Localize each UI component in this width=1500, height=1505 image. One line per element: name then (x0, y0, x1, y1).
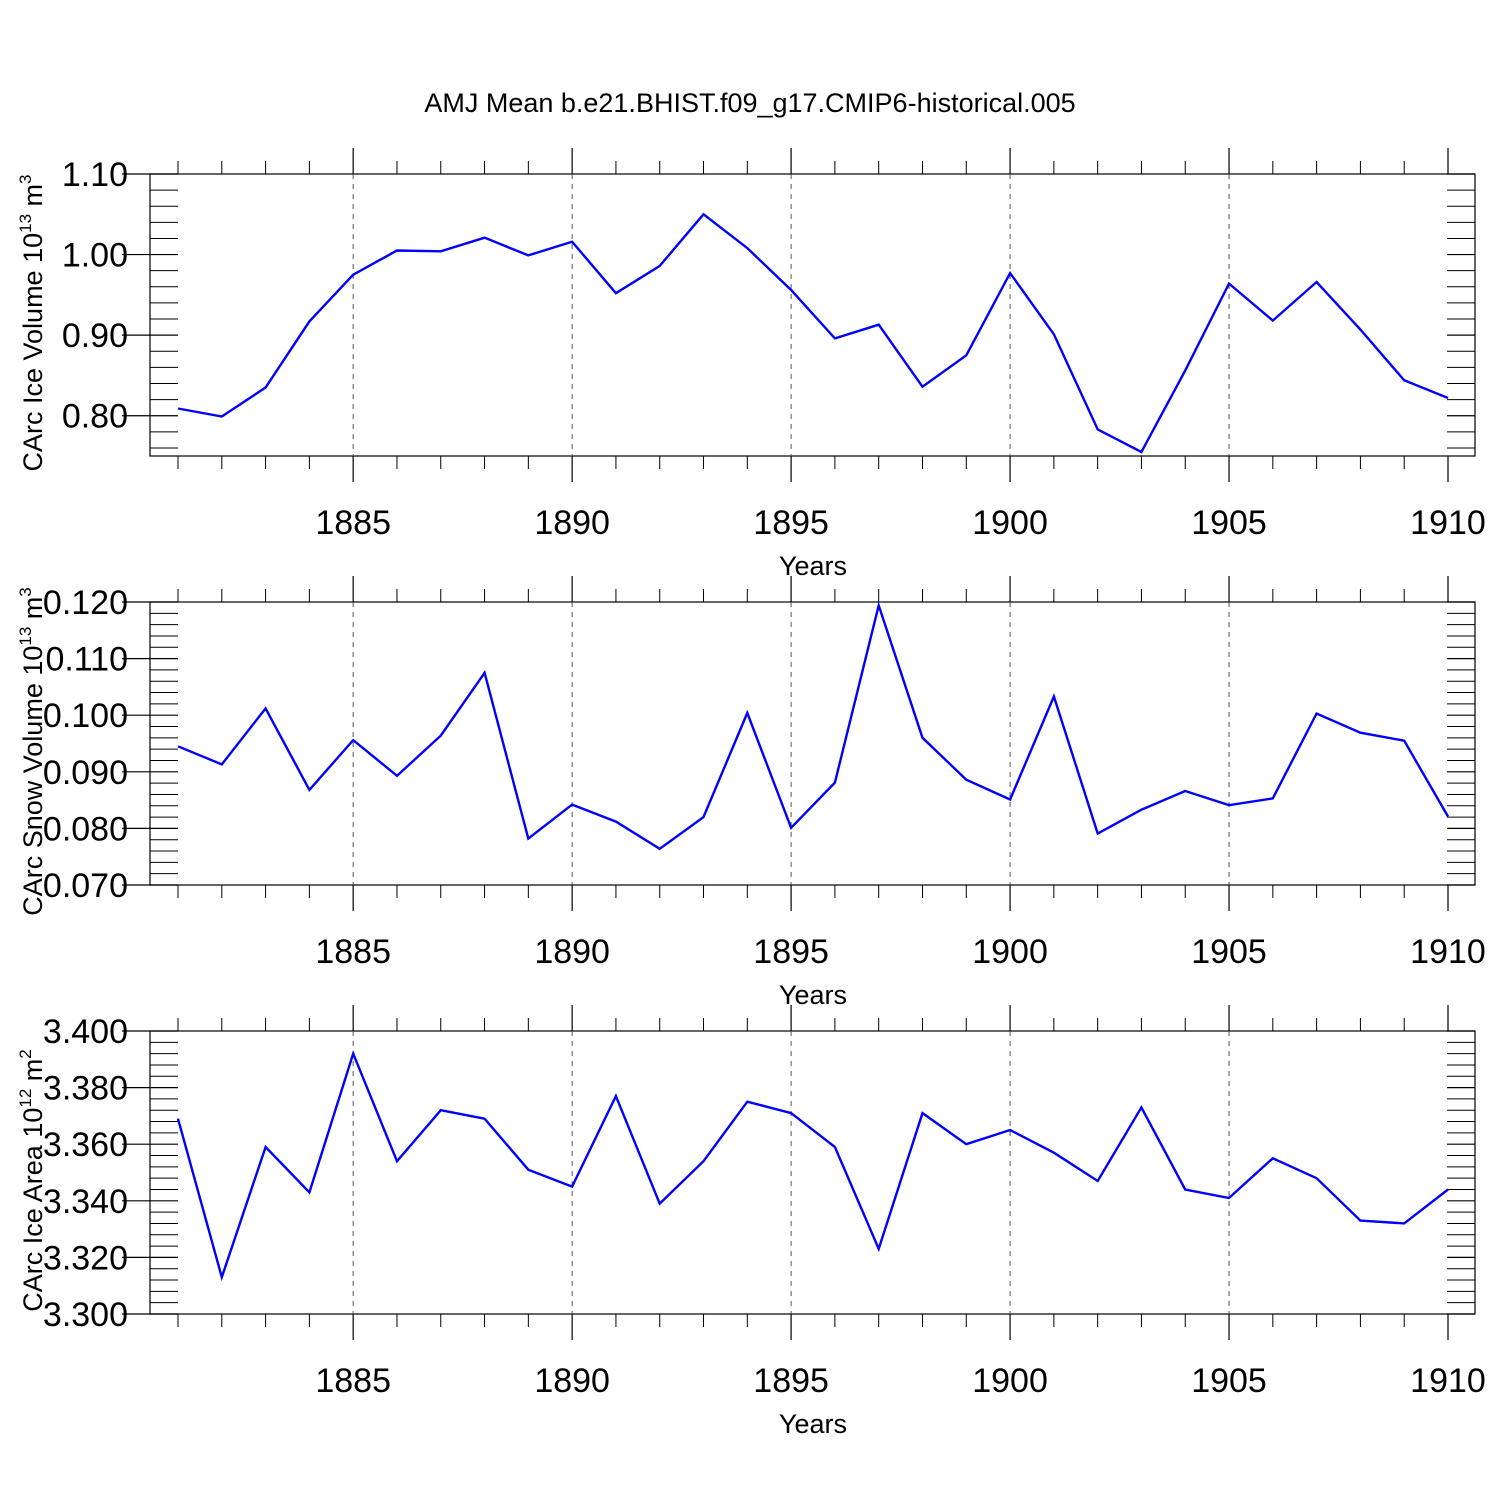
panel-2-x-tick-label: 1885 (315, 933, 391, 971)
panel-1-x-tick-label: 1885 (315, 504, 391, 542)
panel-2-x-axis-label: Years (779, 980, 847, 1010)
panel-3-y-axis-label: CArc Ice Area 1012 m2 (16, 1049, 48, 1312)
panel-3-x-tick-label: 1905 (1191, 1362, 1267, 1400)
panel-2-x-tick-label: 1890 (534, 933, 610, 971)
panel-3-x-tick-label: 1885 (315, 1362, 391, 1400)
panel-3-x-axis-label: Years (779, 1409, 847, 1439)
panel-1-y-tick-label: 0.80 (62, 398, 128, 436)
panel-1-x-tick-label: 1900 (972, 504, 1048, 542)
panel-3-y-tick-label: 3.300 (43, 1296, 128, 1334)
panel-1-x-tick-label: 1910 (1410, 504, 1486, 542)
panel-1-frame (149, 173, 1476, 457)
panel-3-x-tick-label: 1910 (1410, 1362, 1486, 1400)
panel-2-frame (149, 601, 1476, 886)
panel-3-x-tick-label: 1895 (753, 1362, 829, 1400)
chart-title: AMJ Mean b.e21.BHIST.f09_g17.CMIP6-histo… (424, 88, 1075, 118)
panel-1-x-tick-label: 1895 (753, 504, 829, 542)
panel-2-series-line (177, 601, 1450, 851)
panel-1-x-tick-label: 1890 (534, 504, 610, 542)
panel-1-x-tick-label: 1905 (1191, 504, 1267, 542)
panel-2-y-tick-label: 0.070 (43, 867, 128, 905)
panel-3-x-tick-label: 1890 (534, 1362, 610, 1400)
panel-2-x-tick-label: 1905 (1191, 933, 1267, 971)
panel-1-y-axis-label: CArc Ice Volume 1013 m3 (16, 174, 48, 471)
panel-3-y-tick-label: 3.340 (43, 1183, 128, 1221)
panel-1-x-axis-label: Years (779, 551, 847, 581)
panel-3-frame (149, 1030, 1476, 1315)
panel-2-x-tick-label: 1900 (972, 933, 1048, 971)
panel-2-y-tick-label: 0.110 (45, 641, 128, 679)
panel-3-y-tick-label: 3.360 (43, 1126, 128, 1164)
panel-2-y-axis-label: CArc Snow Volume 1013 m3 (16, 587, 48, 916)
panel-1-y-tick-label: 1.10 (62, 156, 128, 194)
panel-1-y-tick-label: 1.00 (62, 237, 128, 275)
panel-2-y-tick-label: 0.090 (43, 754, 128, 792)
panel-2-x-tick-label: 1895 (753, 933, 829, 971)
panel-2-x-tick-label: 1910 (1410, 933, 1486, 971)
panel-2-y-tick-label: 0.100 (43, 697, 128, 735)
panel-2-y-tick-label: 0.080 (43, 810, 128, 848)
panel-3-y-tick-label: 3.400 (43, 1013, 128, 1051)
panel-1-series-line (177, 212, 1449, 454)
panel-2-y-tick-label: 0.120 (43, 584, 128, 622)
panel-3-series-line (176, 1050, 1449, 1282)
panel-3-y-tick-label: 3.380 (43, 1070, 128, 1108)
panel-1-y-tick-label: 0.90 (62, 317, 128, 355)
panel-3-y-tick-label: 3.320 (43, 1239, 128, 1277)
panel-3-x-tick-label: 1900 (972, 1362, 1048, 1400)
